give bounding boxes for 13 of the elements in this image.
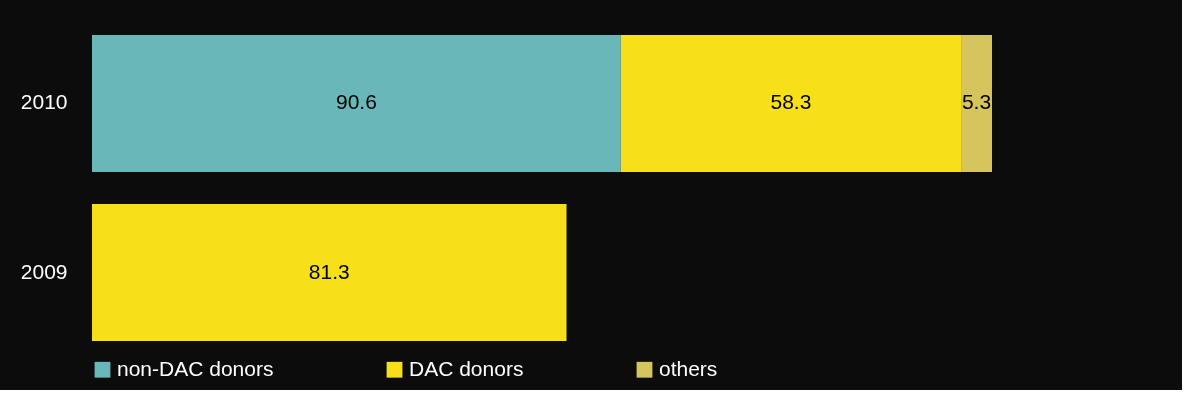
legend-label: non-DAC donors (117, 356, 274, 380)
bar (961, 35, 992, 172)
data-label: 5.3 (961, 90, 992, 114)
bar (92, 35, 621, 172)
data-label: 90.6 (335, 90, 377, 114)
data-label: 58.3 (770, 90, 812, 114)
y-tick-label: 2009 (20, 259, 68, 283)
legend-label: others (659, 356, 718, 380)
data-label: 81.3 (308, 259, 350, 283)
bar (620, 35, 962, 172)
y-tick-label: 2010 (20, 90, 68, 114)
legend-label: DAC donors (409, 356, 524, 380)
bar (92, 204, 567, 341)
